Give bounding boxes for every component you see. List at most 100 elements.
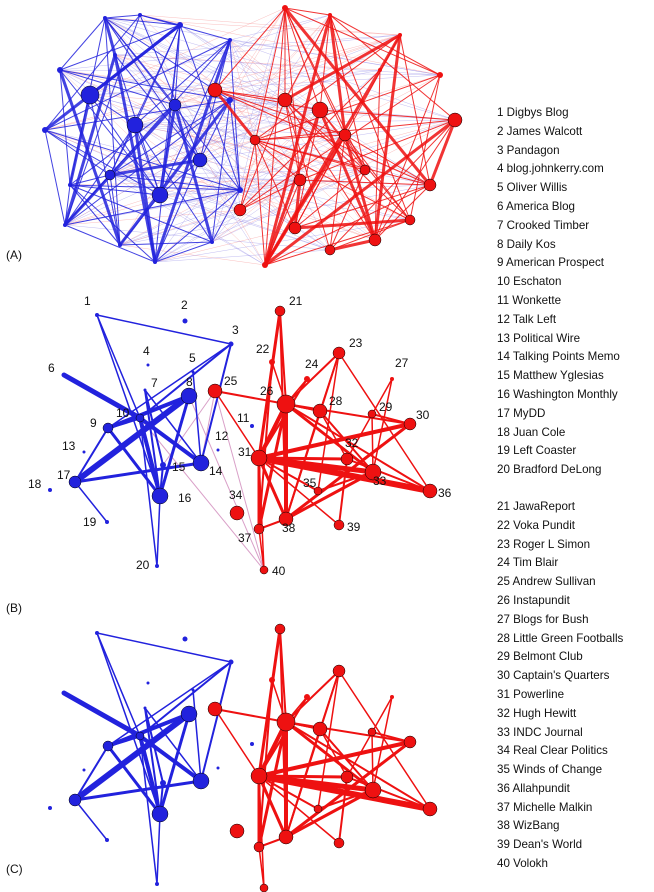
edge (346, 378, 393, 460)
node (249, 134, 261, 146)
cross-edge (139, 14, 241, 211)
node-label-16: 16 (178, 491, 192, 505)
node-39 (333, 837, 345, 849)
edge (103, 17, 117, 56)
edge (109, 124, 136, 176)
node-29 (367, 409, 377, 419)
cross-edge (154, 179, 301, 263)
node-label-25: 25 (224, 374, 238, 388)
edge (109, 24, 181, 176)
edge (374, 69, 381, 241)
node-12 (216, 448, 220, 452)
edge (254, 119, 456, 141)
edge (109, 99, 231, 176)
cross-edge (89, 7, 286, 96)
edge (329, 219, 411, 251)
node-21 (274, 623, 286, 635)
edge (214, 390, 287, 405)
edge (74, 745, 109, 801)
edge (106, 744, 162, 816)
blog-legend: 1 Digbys Blog 2 James Walcott 3 Pandagon 4 … (497, 104, 654, 874)
node (423, 178, 437, 192)
edge (44, 39, 231, 131)
edge (279, 310, 287, 405)
edge (144, 389, 161, 497)
edge (319, 410, 348, 460)
edge (74, 427, 109, 483)
panel-c-network (48, 623, 438, 892)
node (57, 67, 63, 73)
edge (69, 184, 121, 246)
edge (200, 661, 232, 782)
node-28 (312, 721, 328, 737)
cross-edge (104, 17, 301, 181)
edge (257, 456, 288, 521)
node-13 (82, 450, 86, 454)
panel-label-b: (B) (6, 601, 22, 615)
legend-entry: 39 Dean's World (497, 838, 583, 852)
cross-edge (239, 69, 381, 191)
edge (64, 124, 136, 226)
edge (64, 14, 141, 226)
edge (156, 813, 161, 885)
edge (239, 179, 301, 211)
node-27 (390, 695, 394, 699)
edge (199, 39, 231, 161)
edge (214, 708, 260, 777)
node-40 (259, 565, 269, 575)
cross-edge (239, 189, 411, 221)
edge (154, 241, 213, 263)
node-1 (95, 313, 99, 317)
edge (173, 104, 214, 243)
edge (284, 422, 412, 521)
edge (284, 402, 375, 474)
node (118, 243, 122, 247)
node-10 (135, 731, 145, 741)
node-35 (313, 486, 323, 496)
cross-edge (64, 224, 331, 251)
node-label-30: 30 (416, 408, 430, 422)
edge (44, 129, 241, 191)
edge (258, 457, 340, 526)
node (42, 127, 48, 133)
edge (200, 343, 232, 464)
edge (343, 134, 377, 241)
edge (214, 7, 286, 91)
panel-label-c: (C) (6, 862, 23, 876)
edge (263, 109, 322, 266)
edge (319, 728, 374, 791)
edge (284, 740, 412, 839)
legend-entry: 21 JawaReport (497, 499, 575, 513)
legend-entry: 12 Talk Left (497, 312, 557, 326)
edge (258, 775, 340, 844)
node-label-22: 22 (256, 342, 270, 356)
node (103, 16, 107, 20)
cross-edge (199, 139, 256, 161)
edge (264, 179, 301, 266)
cross-edge (229, 39, 366, 171)
edge (59, 69, 71, 186)
edge (299, 179, 431, 186)
node-label-29: 29 (379, 400, 393, 414)
edge (329, 238, 376, 252)
node (237, 187, 243, 193)
node-24 (304, 376, 310, 382)
edge (139, 14, 201, 161)
edge (239, 74, 441, 211)
cross-edge (104, 17, 401, 36)
legend-entry: 34 Real Clear Politics (497, 744, 608, 758)
edge (134, 124, 161, 196)
edge (284, 99, 411, 221)
node-3 (228, 659, 234, 665)
legend-entry: 18 Juan Cole (497, 425, 566, 439)
legend-entry: 17 MyDD (497, 406, 546, 420)
edge (106, 734, 142, 748)
node-8 (180, 387, 198, 405)
cross-edge (109, 174, 241, 211)
edge (284, 7, 321, 111)
edge (285, 403, 431, 492)
legend-entry: 30 Captain's Quarters (497, 669, 610, 683)
edge (329, 169, 366, 251)
edge (44, 14, 141, 131)
